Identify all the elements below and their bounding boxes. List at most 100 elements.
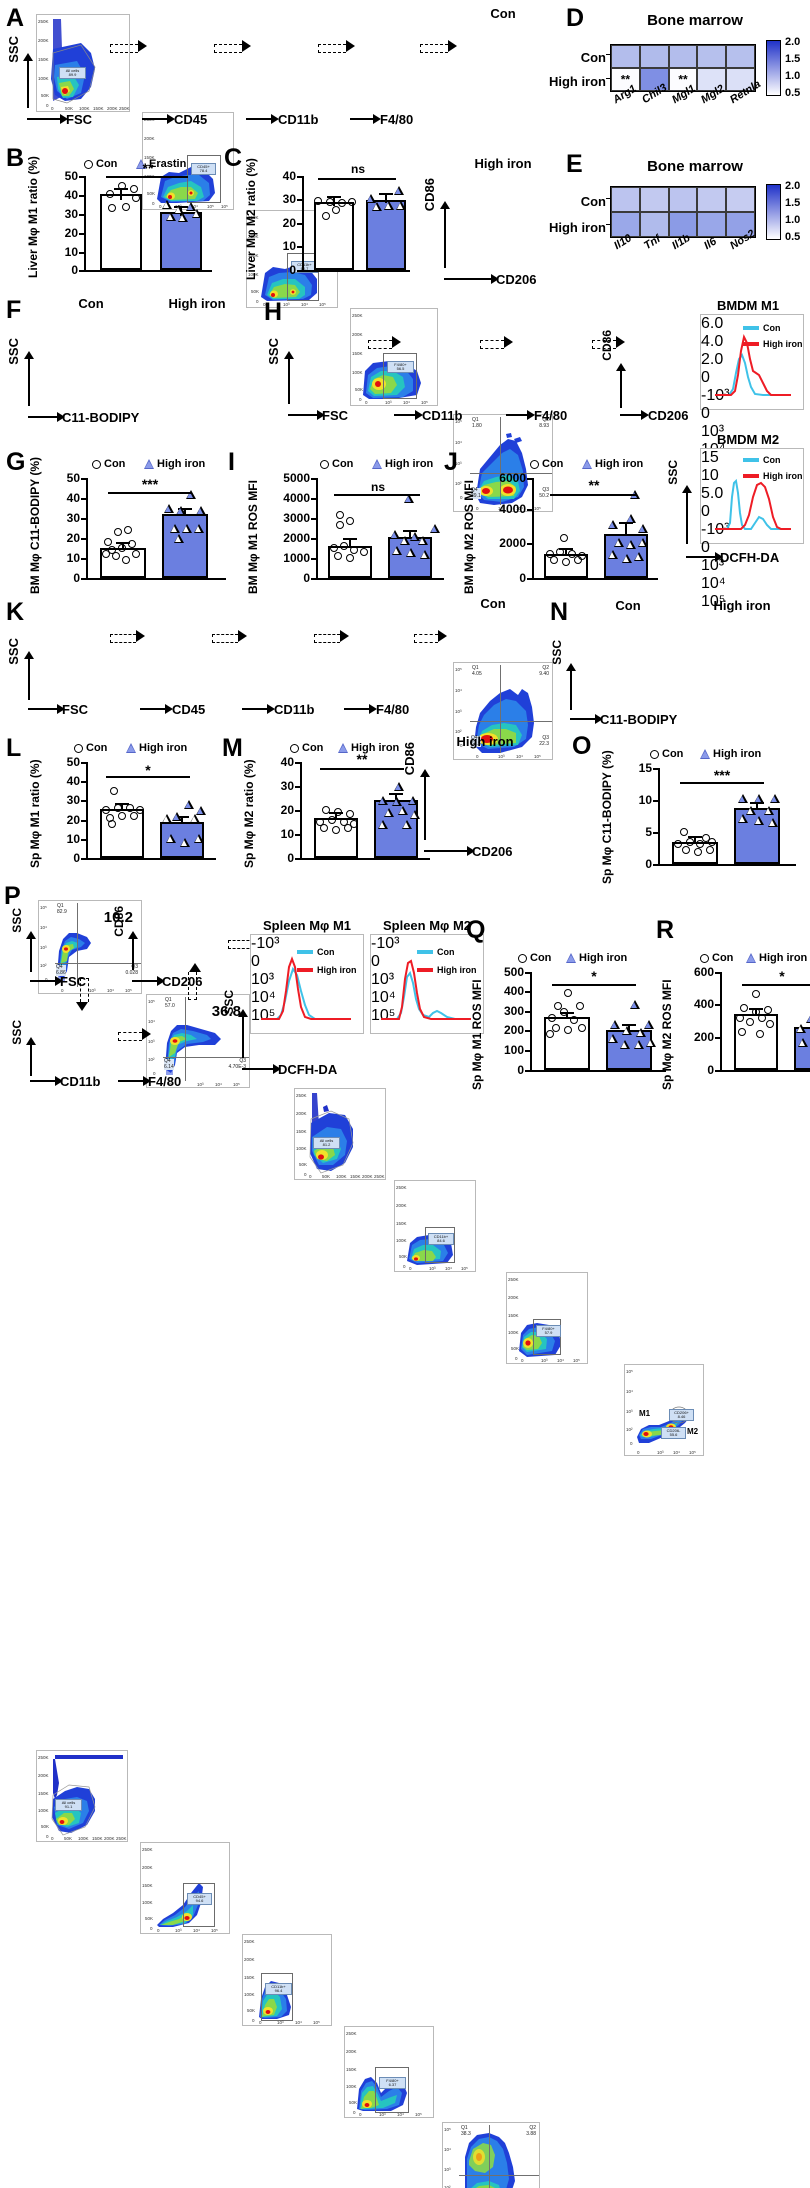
panelP-hist-y-label: SSC (222, 990, 236, 1015)
legend-label: Con (104, 458, 126, 470)
panelJ-y-label: BM Mφ M2 ROS MFI (462, 480, 476, 594)
panelP-hist1-legend-iron: High iron (297, 965, 357, 975)
panelI-chart: 5000 4000 3000 2000 1000 0 ns (264, 472, 444, 596)
panelH-hist1-legend-iron: High iron (743, 339, 803, 349)
panelA-highiron-title: High iron (474, 156, 532, 171)
panelP-cd86-arrow (128, 931, 138, 970)
panelP-y-label-2: SSC (10, 1020, 24, 1045)
panelA-highiron-cd86-cd206-plot: Q1 4.05 Q2 9.40 Q3 22.3 Q4 64.5 10⁵ 10⁴ 10³ … (453, 662, 553, 760)
legend-circle-icon (84, 159, 93, 169)
panelP-hist1-legend-con: Con (297, 947, 335, 957)
legend-label: High iron (595, 458, 644, 470)
panelP-x-arrow-2 (30, 1076, 63, 1086)
legend-swatch-iron (743, 342, 759, 346)
heatmap-cell (639, 68, 669, 91)
panelJ-significance: ** (588, 477, 600, 493)
legend-circle-icon (650, 749, 659, 759)
panelK-f480-label: F4/80 (376, 702, 410, 717)
panelO-significance: *** (713, 767, 731, 783)
panelK-cd11b-label: CD11b (274, 702, 315, 717)
legend-label: Con (302, 742, 324, 754)
heatmap-cell (668, 187, 698, 212)
heatmap-cell: ** (611, 68, 640, 91)
panelF-iron-value: 36.8 (211, 1003, 241, 1020)
legend-label: High iron (763, 471, 803, 481)
panelP-f480-arrow (118, 1076, 151, 1086)
legend-label: Con (332, 458, 354, 470)
panelA-x-axis-label: FSC (66, 112, 92, 127)
panelG-legend-iron: High iron (144, 458, 205, 470)
heatmap-cell (611, 45, 640, 68)
panelE-colorbar (766, 184, 781, 240)
panelL-chart: 50 40 30 20 10 0 * (46, 756, 216, 874)
panel-label-G: G (6, 448, 26, 476)
panelA-x-axis-arrow (27, 114, 68, 124)
panelK-y-label: SSC (6, 638, 21, 665)
panelH-flow-arrow-1 (368, 335, 401, 349)
legend-label: High iron (157, 458, 206, 470)
heatmap-cell (668, 212, 698, 237)
legend-circle-icon (518, 953, 527, 963)
legend-label: High iron (385, 458, 434, 470)
legend-swatch-iron (297, 968, 313, 972)
legend-label: High iron (759, 952, 808, 964)
legend-circle-icon (290, 743, 299, 753)
panelE-heatmap (610, 186, 756, 238)
panelA-cd206-arrow (444, 274, 499, 284)
panelB-legend-erastin: Erastin (136, 158, 186, 170)
heatmap-cell (639, 45, 669, 68)
panelH-m2-label: M2 (687, 1427, 699, 1436)
panelP-flow-arrow-right (118, 1027, 151, 1041)
legend-label: Con (542, 458, 564, 470)
legend-label: Con (86, 742, 108, 754)
panelE-colorbar-tick: 1.0 (785, 214, 801, 226)
panelH-hist2-y-arrow (682, 485, 692, 544)
panelQ-legend-iron: High iron (566, 952, 627, 964)
panelI-legend-iron: High iron (372, 458, 433, 470)
panelA-y-axis-arrow (23, 53, 33, 108)
panelH-m1-label: M1 (639, 1409, 651, 1418)
panelH-hist2-x-arrow (686, 552, 723, 562)
panel-label-B: B (6, 144, 25, 172)
panelD-colorbar-tick: 1.5 (785, 53, 801, 65)
panelH-fsc-ssc-plot: All cells 81.2 250K 200K 150K 100K 50K 0 … (294, 1088, 386, 1180)
legend-swatch-iron (417, 968, 433, 972)
panelR-chart: 600 400 200 0 * (678, 966, 810, 1088)
legend-circle-icon (74, 743, 83, 753)
legend-label: High iron (713, 748, 762, 760)
panelH-y-arrow (284, 351, 294, 404)
legend-circle-icon (92, 459, 101, 469)
heatmap-cell (697, 187, 727, 212)
panelF-iron-title: High iron (168, 296, 226, 311)
legend-triangle-icon (746, 953, 756, 963)
legend-label: Con (96, 158, 118, 170)
panelO-chart: 15 10 5 0 *** (618, 762, 798, 880)
panelH-hist2-y-label: SSC (666, 460, 680, 485)
legend-label: High iron (139, 742, 188, 754)
panelA-f480-plot: F4/80+ 56.5 250K 200K 150K 100K 50K 0 0 1… (350, 308, 438, 406)
panelA-cd45-label: CD45 (174, 112, 208, 127)
panel-label-J: J (444, 448, 458, 476)
panelK-flow-arrow-3 (314, 629, 349, 643)
panelH-cd206-arrow (620, 410, 649, 420)
panelA-y-axis-label: SSC (6, 36, 21, 63)
panelG-legend-con: Con (92, 458, 125, 470)
panel-label-H: H (264, 298, 283, 326)
panelQ-chart: 500 400 300 200 100 0 * (488, 966, 668, 1088)
legend-triangle-icon (700, 749, 710, 759)
panelR-legend-con: Con (700, 952, 733, 964)
panelP-hist2-legend-iron: High iron (417, 965, 477, 975)
panelM-legend-iron: High iron (338, 742, 399, 754)
panelC-chart: 40 30 20 10 0 ns (262, 162, 412, 286)
panelH-cd86-cd206-plot: CD206+ 8.46 CD206- 55.6 M1 M2 10⁵ 10⁴ 10³ … (624, 1364, 704, 1456)
panelQ-legend-con: Con (518, 952, 551, 964)
panelA-flow-arrow-4 (420, 39, 457, 53)
panel-label-K: K (6, 598, 25, 626)
panelM-chart: 40 30 20 10 0 ** (260, 751, 430, 874)
bar-iron (794, 1027, 810, 1070)
panelK-f480-arrow (344, 704, 377, 714)
panelN-iron-title: High iron (713, 598, 771, 613)
panelN-x-arrow (570, 714, 603, 724)
panelP-hist-x-label: DCFH-DA (278, 1062, 338, 1077)
legend-circle-icon (530, 459, 539, 469)
